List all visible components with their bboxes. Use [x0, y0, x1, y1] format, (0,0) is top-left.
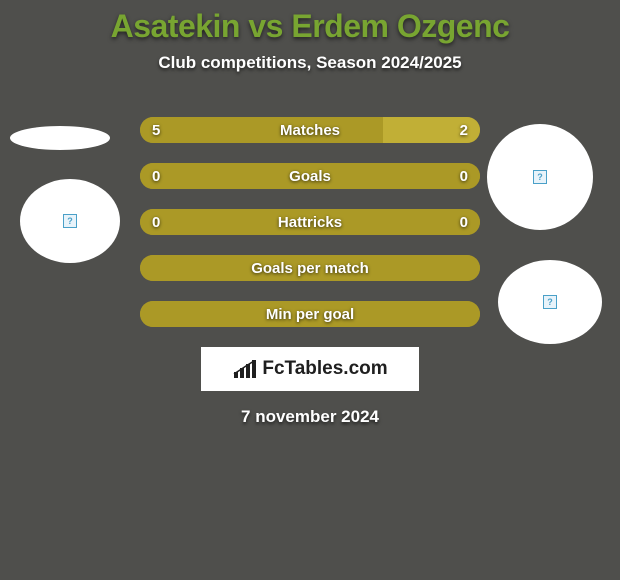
page-title: Asatekin vs Erdem Ozgenc: [0, 8, 620, 45]
stat-label: Min per goal: [140, 306, 480, 323]
stat-label: Goals per match: [140, 260, 480, 277]
stat-label: Hattricks: [140, 214, 480, 231]
stat-bar: 52Matches: [140, 117, 480, 143]
placeholder-icon: [63, 214, 77, 228]
subtitle: Club competitions, Season 2024/2025: [0, 53, 620, 73]
stat-bar: Goals per match: [140, 255, 480, 281]
stat-bar: 00Goals: [140, 163, 480, 189]
decor-ellipse: [10, 126, 110, 150]
stat-label: Matches: [140, 122, 480, 139]
stat-label: Goals: [140, 168, 480, 185]
comparison-bars: 52Matches 00Goals 00Hattricks Goals per mat…: [140, 117, 480, 327]
footer-logo: FcTables.com: [201, 347, 419, 391]
bars-icon: [232, 358, 258, 380]
placeholder-icon: [533, 170, 547, 184]
avatar-right-1: [487, 124, 593, 230]
footer-logo-text: FcTables.com: [262, 358, 387, 380]
footer-date: 7 november 2024: [0, 407, 620, 427]
avatar-left: [20, 179, 120, 263]
stat-bar: Min per goal: [140, 301, 480, 327]
placeholder-icon: [543, 295, 557, 309]
stat-bar: 00Hattricks: [140, 209, 480, 235]
avatar-right-2: [498, 260, 602, 344]
